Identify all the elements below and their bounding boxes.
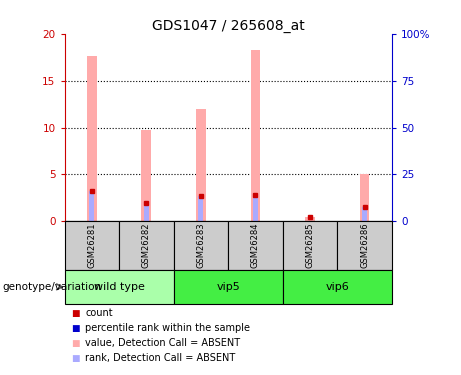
Text: vip5: vip5 — [216, 282, 240, 292]
Text: GSM26283: GSM26283 — [196, 223, 206, 268]
Bar — [65, 270, 174, 304]
Text: ■: ■ — [71, 324, 80, 333]
Text: wild type: wild type — [94, 282, 145, 292]
Text: ■: ■ — [71, 309, 80, 318]
Text: GSM26282: GSM26282 — [142, 223, 151, 268]
Bar — [174, 270, 283, 304]
Bar — [196, 109, 206, 221]
Bar — [174, 221, 228, 270]
Text: GSM26284: GSM26284 — [251, 223, 260, 268]
Text: GSM26286: GSM26286 — [360, 223, 369, 268]
Text: GSM26281: GSM26281 — [87, 223, 96, 268]
Bar — [199, 196, 203, 221]
Bar — [228, 221, 283, 270]
Text: GSM26285: GSM26285 — [306, 223, 314, 268]
Bar — [362, 207, 367, 221]
Text: vip6: vip6 — [325, 282, 349, 292]
Bar — [87, 56, 97, 221]
Text: ■: ■ — [71, 354, 80, 363]
Text: rank, Detection Call = ABSENT: rank, Detection Call = ABSENT — [85, 353, 236, 363]
Bar — [251, 50, 260, 221]
Bar — [253, 195, 258, 221]
Bar — [89, 191, 94, 221]
Bar — [283, 270, 392, 304]
Bar — [142, 130, 151, 221]
Text: value, Detection Call = ABSENT: value, Detection Call = ABSENT — [85, 338, 240, 348]
Bar — [119, 221, 174, 270]
Text: percentile rank within the sample: percentile rank within the sample — [85, 323, 250, 333]
Bar — [144, 202, 149, 221]
Bar — [283, 221, 337, 270]
Text: genotype/variation: genotype/variation — [2, 282, 101, 292]
Bar — [360, 174, 369, 221]
Title: GDS1047 / 265608_at: GDS1047 / 265608_at — [152, 19, 305, 33]
Text: count: count — [85, 308, 113, 318]
Text: ■: ■ — [71, 339, 80, 348]
Bar — [337, 221, 392, 270]
Bar — [65, 221, 119, 270]
Bar — [305, 217, 315, 221]
